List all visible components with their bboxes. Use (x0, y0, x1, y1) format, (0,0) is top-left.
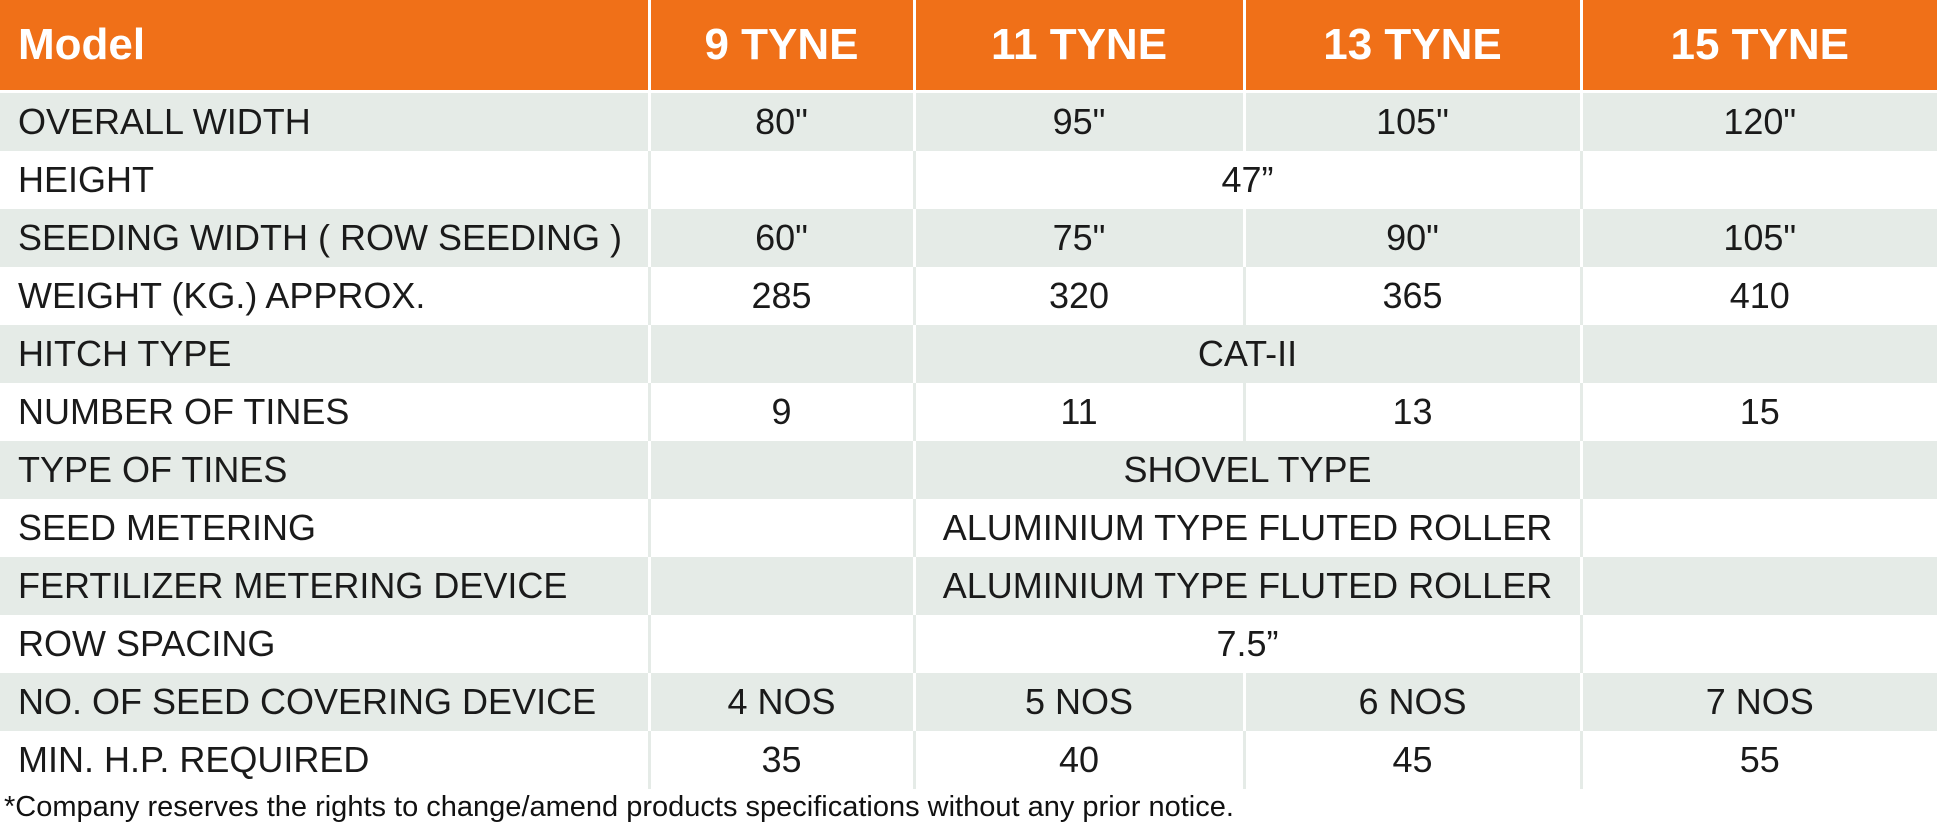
empty-cell (647, 557, 914, 615)
row-label: OVERALL WIDTH (0, 91, 649, 151)
empty-cell (1579, 557, 1937, 615)
empty-cell (647, 499, 914, 557)
table-row: NO. OF SEED COVERING DEVICE 4 NOS 5 NOS 6 N… (0, 673, 1937, 731)
empty-cell (1579, 615, 1937, 673)
value-cell: 120" (1579, 91, 1937, 151)
value-cell: 15 (1579, 383, 1937, 441)
merged-cell: SHOVEL TYPE (912, 441, 1581, 499)
header-row: Model 9 TYNE 11 TYNE 13 TYNE 15 TYNE (0, 0, 1937, 93)
header-cell: 11 TYNE (912, 0, 1244, 93)
value-cell: 75" (912, 209, 1244, 267)
header-cell: Model (0, 0, 649, 93)
value-cell: 55 (1579, 731, 1937, 789)
table-row: HITCH TYPE CAT-II (0, 325, 1937, 383)
value-cell: 320 (912, 267, 1244, 325)
row-label: HITCH TYPE (0, 325, 649, 383)
value-cell: 95" (912, 91, 1244, 151)
table-body: OVERALL WIDTH 80" 95" 105" 120" HEIGHT 47” SEED… (0, 91, 1937, 789)
row-label: MIN. H.P. REQUIRED (0, 731, 649, 789)
table-row: ROW SPACING 7.5” (0, 615, 1937, 673)
value-cell: 60" (647, 209, 914, 267)
header-cell: 9 TYNE (647, 0, 914, 93)
value-cell: 35 (647, 731, 914, 789)
footnote: *Company reserves the rights to change/a… (4, 791, 1234, 823)
value-cell: 90" (1242, 209, 1581, 267)
header-cell: 15 TYNE (1579, 0, 1937, 93)
row-label: TYPE OF TINES (0, 441, 649, 499)
empty-cell (1579, 325, 1937, 383)
value-cell: 80" (647, 91, 914, 151)
table-row: SEED METERING ALUMINIUM TYPE FLUTED ROLLE… (0, 499, 1937, 557)
value-cell: 11 (912, 383, 1244, 441)
empty-cell (647, 325, 914, 383)
row-label: HEIGHT (0, 151, 649, 209)
value-cell: 105" (1242, 91, 1581, 151)
merged-cell: 7.5” (912, 615, 1581, 673)
value-cell: 9 (647, 383, 914, 441)
header-cell: 13 TYNE (1242, 0, 1581, 93)
value-cell: 285 (647, 267, 914, 325)
row-label: SEEDING WIDTH ( ROW SEEDING ) (0, 209, 649, 267)
table-row: HEIGHT 47” (0, 151, 1937, 209)
table-row: OVERALL WIDTH 80" 95" 105" 120" (0, 91, 1937, 151)
value-cell: 5 NOS (912, 673, 1244, 731)
table-row: WEIGHT (KG.) APPROX. 285 320 365 410 (0, 267, 1937, 325)
value-cell: 45 (1242, 731, 1581, 789)
row-label: FERTILIZER METERING DEVICE (0, 557, 649, 615)
value-cell: 365 (1242, 267, 1581, 325)
table-row: MIN. H.P. REQUIRED 35 40 45 55 (0, 731, 1937, 789)
value-cell: 410 (1579, 267, 1937, 325)
empty-cell (1579, 499, 1937, 557)
empty-cell (647, 441, 914, 499)
merged-cell: ALUMINIUM TYPE FLUTED ROLLER (912, 557, 1581, 615)
value-cell: 105" (1579, 209, 1937, 267)
table-row: SEEDING WIDTH ( ROW SEEDING ) 60" 75" 90" 10… (0, 209, 1937, 267)
empty-cell (647, 151, 914, 209)
row-label: NUMBER OF TINES (0, 383, 649, 441)
empty-cell (647, 615, 914, 673)
table-row: TYPE OF TINES SHOVEL TYPE (0, 441, 1937, 499)
row-label: ROW SPACING (0, 615, 649, 673)
merged-cell: CAT-II (912, 325, 1581, 383)
merged-cell: ALUMINIUM TYPE FLUTED ROLLER (912, 499, 1581, 557)
table-row: NUMBER OF TINES 9 11 13 15 (0, 383, 1937, 441)
value-cell: 4 NOS (647, 673, 914, 731)
empty-cell (1579, 441, 1937, 499)
row-label: SEED METERING (0, 499, 649, 557)
row-label: NO. OF SEED COVERING DEVICE (0, 673, 649, 731)
value-cell: 40 (912, 731, 1244, 789)
row-label: WEIGHT (KG.) APPROX. (0, 267, 649, 325)
value-cell: 6 NOS (1242, 673, 1581, 731)
table-row: FERTILIZER METERING DEVICE ALUMINIUM TYPE… (0, 557, 1937, 615)
value-cell: 7 NOS (1579, 673, 1937, 731)
spec-table: Model 9 TYNE 11 TYNE 13 TYNE 15 TYNE OVERALL… (0, 0, 1937, 789)
merged-cell: 47” (912, 151, 1581, 209)
value-cell: 13 (1242, 383, 1581, 441)
empty-cell (1579, 151, 1937, 209)
